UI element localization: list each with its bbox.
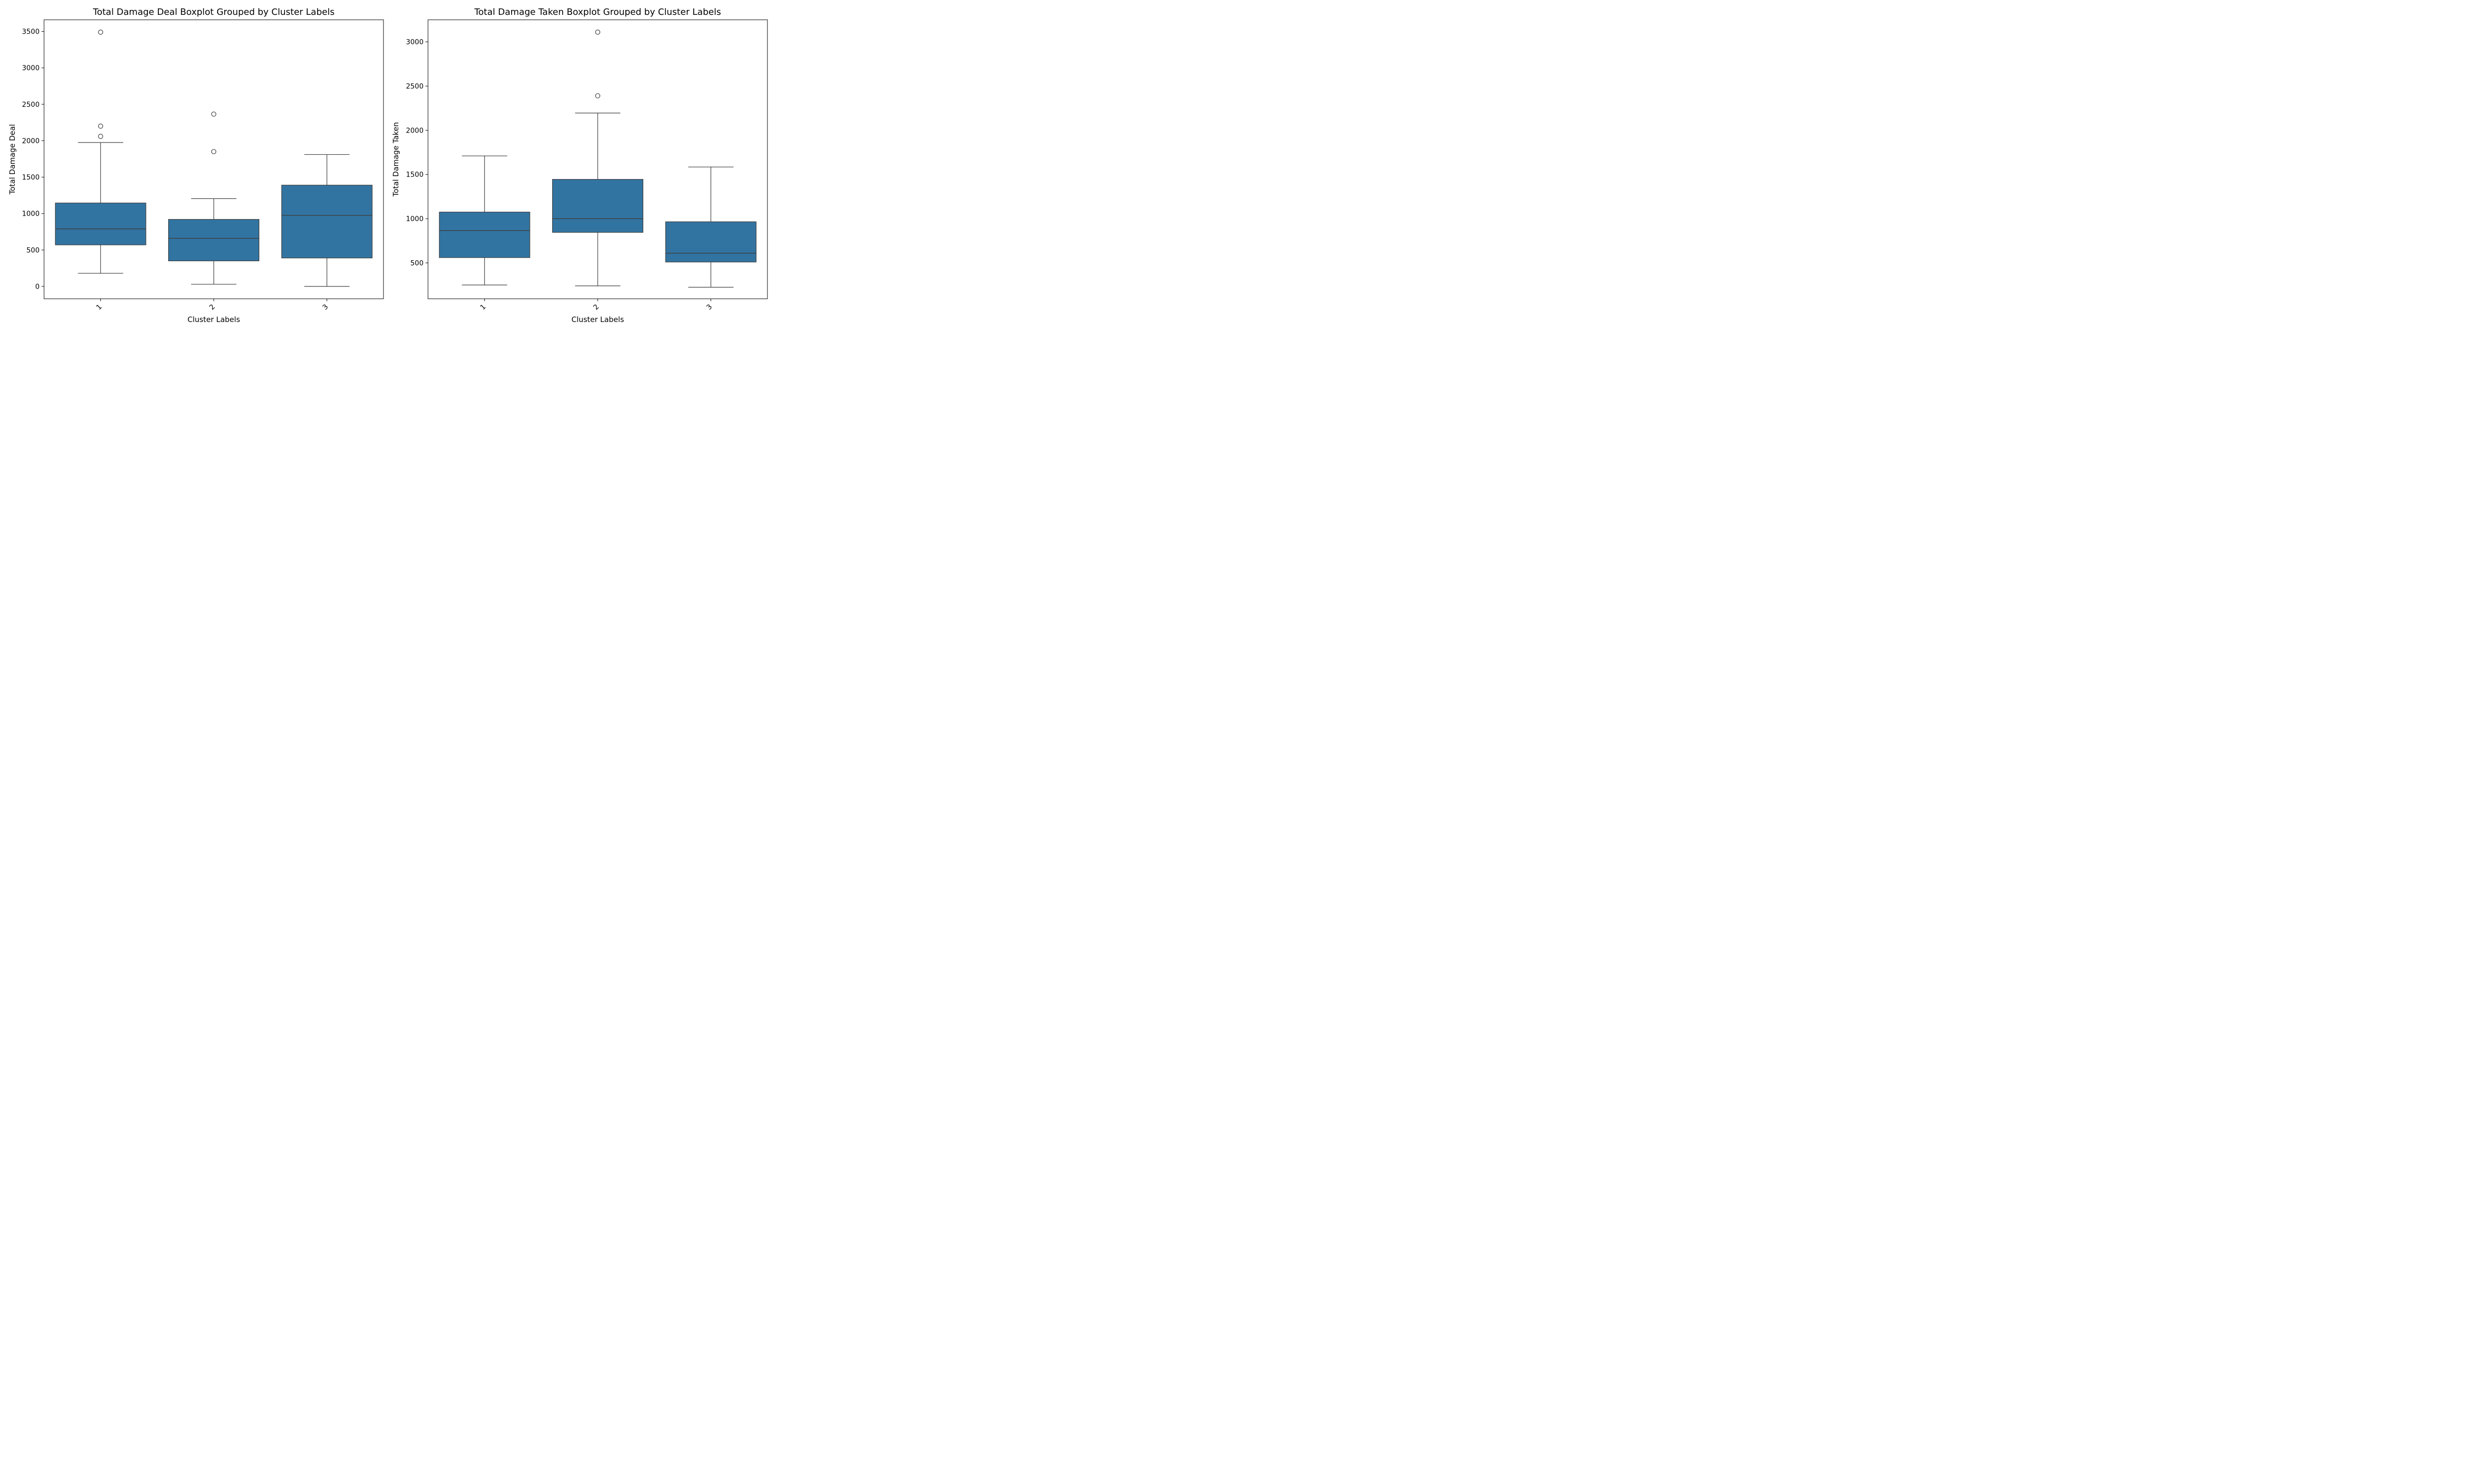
chart-left-y-ticks: 0 500 1000 1500 2000 2500 3000 3500 xyxy=(22,28,44,291)
iqr-box xyxy=(439,212,530,258)
outlier-point xyxy=(595,93,601,98)
y-tick-label: 2000 xyxy=(22,137,40,145)
chart-left: Total Damage Deal Boxplot Grouped by Clu… xyxy=(8,7,384,324)
chart-right: Total Damage Taken Boxplot Grouped by Cl… xyxy=(391,7,768,324)
chart-right-x-ticks: 1 2 3 xyxy=(479,299,714,312)
x-tick-label: 1 xyxy=(95,303,104,312)
y-tick-label: 3500 xyxy=(22,28,40,36)
y-tick-label: 1000 xyxy=(22,210,40,218)
outlier-point xyxy=(98,29,103,35)
box-group-2 xyxy=(168,111,260,285)
y-tick-label: 1500 xyxy=(22,174,40,182)
figure: Total Damage Deal Boxplot Grouped by Clu… xyxy=(8,7,768,324)
box-group-3 xyxy=(665,166,757,288)
chart-left-boxes xyxy=(55,29,373,287)
box-group-1 xyxy=(55,29,146,274)
iqr-box xyxy=(168,219,260,262)
chart-right-boxes xyxy=(439,29,757,288)
chart-left-x-ticks: 1 2 3 xyxy=(95,299,330,312)
y-tick-label: 2000 xyxy=(406,127,424,135)
y-tick-label: 2500 xyxy=(406,83,424,91)
chart-left-xlabel: Cluster Labels xyxy=(188,315,240,324)
chart-left-ylabel: Total Damage Deal xyxy=(8,124,17,195)
chart-left-title: Total Damage Deal Boxplot Grouped by Clu… xyxy=(93,7,334,17)
chart-right-ylabel: Total Damage Taken xyxy=(391,122,400,197)
x-tick-label: 3 xyxy=(321,303,330,312)
box-group-2 xyxy=(552,29,644,286)
chart-left-frame xyxy=(44,19,384,299)
y-tick-label: 2500 xyxy=(22,101,40,109)
box-group-1 xyxy=(439,155,530,285)
x-tick-label: 2 xyxy=(592,303,601,312)
chart-right-title: Total Damage Taken Boxplot Grouped by Cl… xyxy=(474,7,721,17)
chart-right-xlabel: Cluster Labels xyxy=(571,315,624,324)
y-tick-label: 0 xyxy=(35,283,40,291)
x-tick-label: 2 xyxy=(208,303,217,312)
outlier-point xyxy=(595,29,601,35)
outlier-point xyxy=(211,149,217,154)
iqr-box xyxy=(665,221,757,263)
y-tick-label: 3000 xyxy=(406,39,424,46)
y-tick-label: 500 xyxy=(26,246,40,254)
y-tick-label: 3000 xyxy=(22,64,40,72)
outlier-point xyxy=(98,123,103,129)
x-tick-label: 1 xyxy=(479,303,488,312)
x-tick-label: 3 xyxy=(705,303,714,312)
outlier-point xyxy=(98,134,103,139)
iqr-box xyxy=(55,202,146,245)
y-tick-label: 1000 xyxy=(406,215,424,223)
chart-right-y-ticks: 500 1000 1500 2000 2500 3000 xyxy=(406,39,428,267)
box-group-3 xyxy=(281,154,373,287)
iqr-box xyxy=(552,179,644,233)
outlier-point xyxy=(211,111,217,117)
chart-right-frame xyxy=(428,19,768,299)
y-tick-label: 500 xyxy=(410,259,424,267)
y-tick-label: 1500 xyxy=(406,171,424,179)
iqr-box xyxy=(281,185,373,259)
